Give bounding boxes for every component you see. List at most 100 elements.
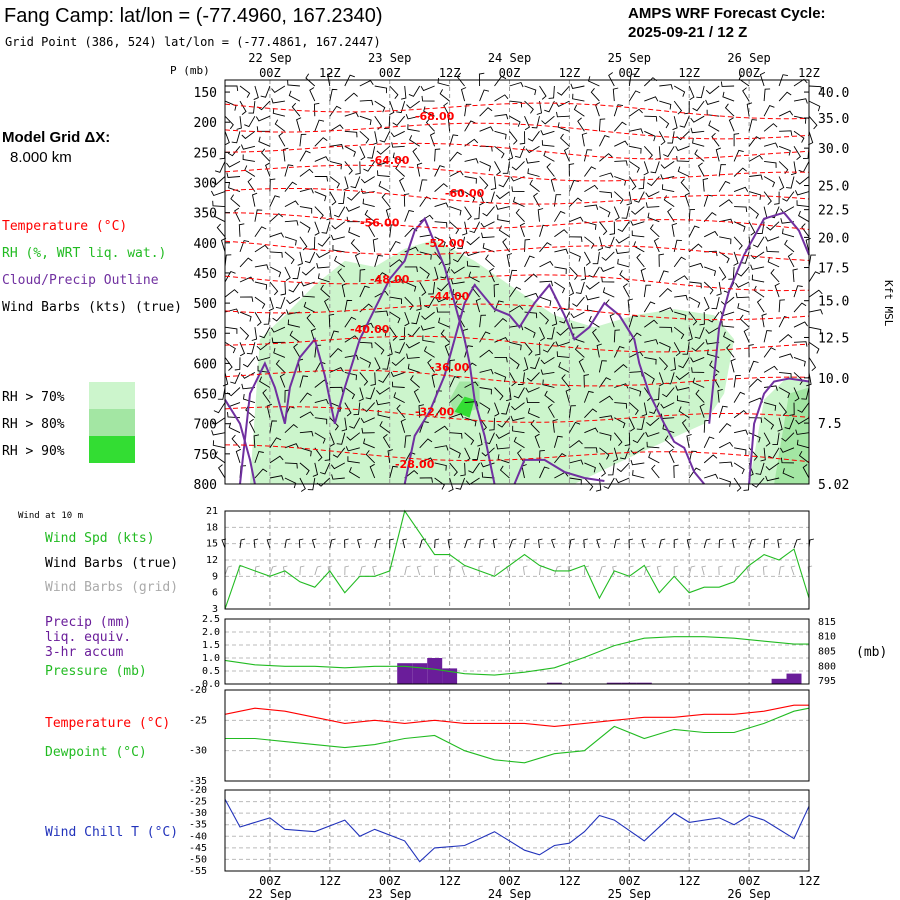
grid-wind-barb (404, 565, 411, 576)
wind-barb (615, 236, 630, 244)
wind-barb (760, 447, 766, 462)
wind-barb (445, 251, 451, 266)
bottom-hour-tick-label: 12Z (559, 874, 581, 888)
wind-barb (793, 302, 807, 313)
wind-barb (672, 116, 678, 131)
wind-barb (584, 204, 599, 210)
wind-barb (806, 372, 812, 387)
wind-barb (645, 202, 660, 208)
grid-wind-barb (628, 565, 634, 576)
grid-wind-barb (254, 565, 260, 576)
wind-barb (269, 251, 283, 258)
wind-barb (300, 281, 315, 287)
wind-barb (673, 85, 686, 97)
wind-barb (584, 427, 599, 434)
wind-barb (363, 438, 375, 449)
wind-barb (632, 432, 645, 444)
wind-barb (464, 381, 479, 388)
wind-barb (475, 298, 481, 313)
wind-barb (541, 115, 555, 125)
top-date-label: 24 Sep (488, 51, 531, 65)
wind-barb (269, 232, 284, 238)
wind-barb (616, 462, 630, 473)
wind-barb (512, 425, 525, 434)
wind-barb (262, 389, 271, 403)
wind-barb (423, 346, 435, 358)
wind-barb (211, 417, 226, 425)
wind-barb (509, 81, 524, 88)
wind-barb (406, 100, 420, 109)
wind-barb (509, 269, 518, 283)
wind-barb (584, 462, 596, 473)
wind-barb (663, 195, 675, 207)
wind-barb (598, 118, 606, 132)
wind-barb (498, 176, 510, 188)
wind-speed-tick-label: 18 (206, 522, 218, 533)
wind-barb (601, 251, 615, 261)
wind-barb (782, 468, 795, 479)
wind-barb (556, 111, 570, 118)
wind-barb (782, 228, 795, 238)
wind-barb (464, 176, 477, 184)
wind-barb (502, 161, 510, 174)
wind-barb (271, 337, 285, 343)
wind-barb (384, 116, 391, 130)
temperature-isotherm (224, 142, 810, 160)
wind-barb (540, 130, 555, 136)
wind-barb (427, 358, 435, 373)
wind-barb (367, 146, 376, 159)
wind-barb (568, 163, 575, 177)
wind-barb (479, 402, 491, 414)
wind-barb (494, 94, 509, 102)
wind-barb (722, 91, 735, 102)
wind-barb (792, 268, 798, 283)
wind-barb (674, 294, 688, 301)
wind-barb (231, 131, 241, 144)
wind-barb (580, 266, 587, 281)
wind-barb (763, 105, 775, 117)
wind-barb (588, 315, 600, 328)
surface-wind-barb (703, 538, 711, 549)
wind-barb (793, 285, 803, 298)
wind-barb (631, 230, 645, 238)
wind-barb (763, 176, 776, 188)
wind-barb (304, 251, 316, 264)
wind-barb (479, 89, 490, 102)
wind-barb (329, 402, 342, 413)
wind-barb (509, 100, 523, 108)
wind-barb (287, 319, 301, 328)
wind-barb (239, 85, 251, 98)
grid-wind-barb (701, 565, 707, 576)
wind-barb (734, 447, 747, 455)
wind-barb (692, 138, 705, 147)
wind-barb (646, 417, 660, 427)
wind-barb (329, 160, 342, 170)
wind-barb (524, 273, 538, 283)
wind-barb (599, 377, 611, 388)
wind-barb (614, 402, 628, 409)
wind-barb (305, 73, 316, 87)
wind-barb (464, 158, 479, 164)
pressure-tick-label: 810 (818, 632, 836, 643)
wind-barb (778, 334, 793, 343)
wind-barb (699, 403, 705, 418)
wind-barb (314, 176, 329, 182)
wind-barb (254, 209, 263, 222)
wind-barb (664, 435, 675, 449)
wind-barb (253, 85, 259, 101)
wind-barb (420, 325, 435, 331)
wind-barb (382, 357, 391, 370)
wind-barb (808, 131, 814, 146)
precip-bar (546, 682, 562, 684)
wind-barb (479, 107, 493, 117)
wind-barb (329, 432, 335, 447)
surface-wind-barb (524, 538, 530, 549)
wind-barb (570, 311, 585, 319)
surface-wind-barb (596, 538, 601, 549)
bottom-hour-tick-label: 00Z (738, 874, 760, 888)
wind-barb (350, 239, 361, 253)
wind-barb (533, 192, 540, 207)
wind-barb (344, 130, 358, 138)
wind-barb (599, 221, 608, 236)
wind-barb (718, 164, 727, 177)
